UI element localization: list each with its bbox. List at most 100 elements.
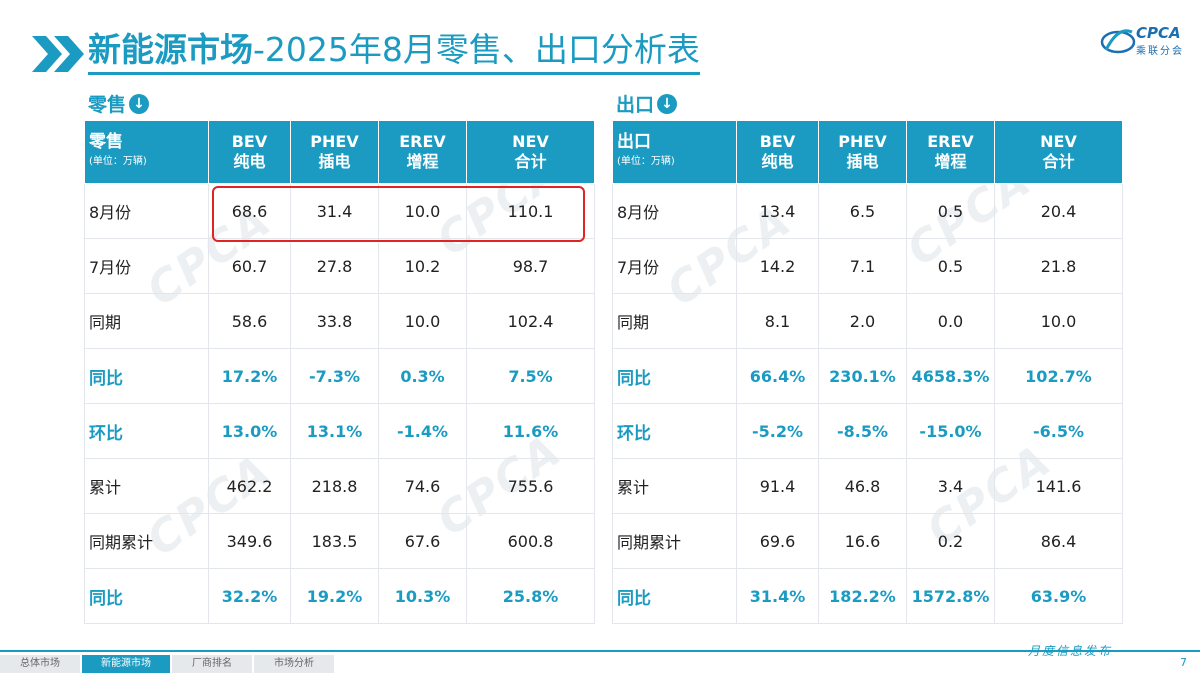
cell: 10.2 — [378, 238, 467, 294]
header-cell-phev: PHEV 插电 — [290, 120, 379, 184]
cell: 3.4 — [906, 458, 995, 514]
cell: 10.0 — [378, 293, 467, 349]
cell: -7.3% — [290, 348, 379, 404]
cell: 13.1% — [290, 403, 379, 459]
row-label: 环比 — [84, 403, 209, 459]
cell: 10.3% — [378, 568, 467, 624]
cell: 218.8 — [290, 458, 379, 514]
table-row: 同期累计 349.6 183.5 67.6 600.8 — [84, 513, 595, 569]
retail-section-label: 零售 ↓ — [88, 90, 150, 117]
cell: 600.8 — [466, 513, 595, 569]
cell: 74.6 — [378, 458, 467, 514]
cell: 141.6 — [994, 458, 1123, 514]
cell: 182.2% — [818, 568, 907, 624]
cell: 91.4 — [736, 458, 819, 514]
table-row: 同比 31.4% 182.2% 1572.8% 63.9% — [612, 568, 1123, 624]
cell: 20.4 — [994, 183, 1123, 239]
cell: -8.5% — [818, 403, 907, 459]
cell: 32.2% — [208, 568, 291, 624]
cell: 31.4% — [736, 568, 819, 624]
row-label: 同期 — [84, 293, 209, 349]
cpca-logo-icon — [1100, 29, 1136, 54]
header-cell-nev: NEV 合计 — [994, 120, 1123, 184]
cell: 66.4% — [736, 348, 819, 404]
cell: 68.6 — [208, 183, 291, 239]
table-row: 7月份 14.2 7.1 0.5 21.8 — [612, 238, 1123, 294]
row-label: 同比 — [84, 348, 209, 404]
cell: 230.1% — [818, 348, 907, 404]
cell: 13.0% — [208, 403, 291, 459]
row-label: 8月份 — [84, 183, 209, 239]
retail-section-text: 零售 — [88, 94, 127, 116]
footer-release-label: 月度信息发布 — [1028, 644, 1113, 658]
highlight-box — [212, 186, 585, 242]
cell: 0.5 — [906, 238, 995, 294]
header-unit: (单位：万辆) — [617, 156, 675, 167]
row-label: 8月份 — [612, 183, 737, 239]
cell: 86.4 — [994, 513, 1123, 569]
row-label: 环比 — [612, 403, 737, 459]
logo-text: CPCA — [1136, 24, 1181, 42]
row-label: 同比 — [612, 348, 737, 404]
cell: 8.1 — [736, 293, 819, 349]
cell: 60.7 — [208, 238, 291, 294]
row-label: 同比 — [612, 568, 737, 624]
arrow-down-icon: ↓ — [129, 93, 150, 114]
row-label: 7月份 — [612, 238, 737, 294]
table-row: 环比 -5.2% -8.5% -15.0% -6.5% — [612, 403, 1123, 459]
table-row: 环比 13.0% 13.1% -1.4% 11.6% — [84, 403, 595, 459]
header-main: 出口 — [617, 132, 651, 152]
cell: 69.6 — [736, 513, 819, 569]
table-row: 累计 462.2 218.8 74.6 755.6 — [84, 458, 595, 514]
export-section-text: 出口 — [616, 94, 655, 116]
table-row: 同比 17.2% -7.3% 0.3% 7.5% — [84, 348, 595, 404]
header-cell-nev: NEV 合计 — [466, 120, 595, 184]
cell: 462.2 — [208, 458, 291, 514]
row-label: 同期 — [612, 293, 737, 349]
cell: 0.2 — [906, 513, 995, 569]
cell: 755.6 — [466, 458, 595, 514]
cell: 4658.3% — [906, 348, 995, 404]
cell: 0.3% — [378, 348, 467, 404]
header-cell-label: 零售 (单位：万辆) — [84, 120, 209, 184]
cell: 19.2% — [290, 568, 379, 624]
cell: 63.9% — [994, 568, 1123, 624]
footer-divider — [0, 650, 1200, 652]
cell: 46.8 — [818, 458, 907, 514]
cell: 0.0 — [906, 293, 995, 349]
cell: 21.8 — [994, 238, 1123, 294]
cell: 7.1 — [818, 238, 907, 294]
row-label: 累计 — [612, 458, 737, 514]
tab-market-analysis[interactable]: 市场分析 — [254, 655, 334, 673]
cell: 58.6 — [208, 293, 291, 349]
cell: 1572.8% — [906, 568, 995, 624]
retail-table: 零售 (单位：万辆) BEV 纯电 PHEV 插电 EREV 增程 NEV 合计 8月份… — [84, 120, 595, 624]
export-section-label: 出口 ↓ — [616, 90, 678, 117]
tab-manufacturer-ranking[interactable]: 厂商排名 — [172, 655, 252, 673]
tab-new-energy-market[interactable]: 新能源市场 — [82, 655, 170, 673]
table-row: 同期 8.1 2.0 0.0 10.0 — [612, 293, 1123, 349]
table-row: 8月份 13.4 6.5 0.5 20.4 — [612, 183, 1123, 239]
cell: 14.2 — [736, 238, 819, 294]
cell: 98.7 — [466, 238, 595, 294]
header-cell-phev: PHEV 插电 — [818, 120, 907, 184]
cell: 33.8 — [290, 293, 379, 349]
header-unit: (单位：万辆) — [89, 156, 147, 167]
page-title: 新能源市场-2025年8月零售、出口分析表 — [88, 28, 700, 75]
cell: 25.8% — [466, 568, 595, 624]
cell: 11.6% — [466, 403, 595, 459]
cell: 183.5 — [290, 513, 379, 569]
table-row: 8月份 68.6 31.4 10.0 110.1 — [84, 183, 595, 239]
cell: 2.0 — [818, 293, 907, 349]
cell: 6.5 — [818, 183, 907, 239]
table-row: 同比 32.2% 19.2% 10.3% 25.8% — [84, 568, 595, 624]
cell: 0.5 — [906, 183, 995, 239]
header-cell-label: 出口 (单位：万辆) — [612, 120, 737, 184]
row-label: 同比 — [84, 568, 209, 624]
title-bold: 新能源市场 — [88, 30, 253, 69]
cell: -1.4% — [378, 403, 467, 459]
footer-tabs: 总体市场 新能源市场 厂商排名 市场分析 — [0, 655, 336, 673]
tab-overall-market[interactable]: 总体市场 — [0, 655, 80, 673]
table-row: 同期累计 69.6 16.6 0.2 86.4 — [612, 513, 1123, 569]
row-label: 7月份 — [84, 238, 209, 294]
